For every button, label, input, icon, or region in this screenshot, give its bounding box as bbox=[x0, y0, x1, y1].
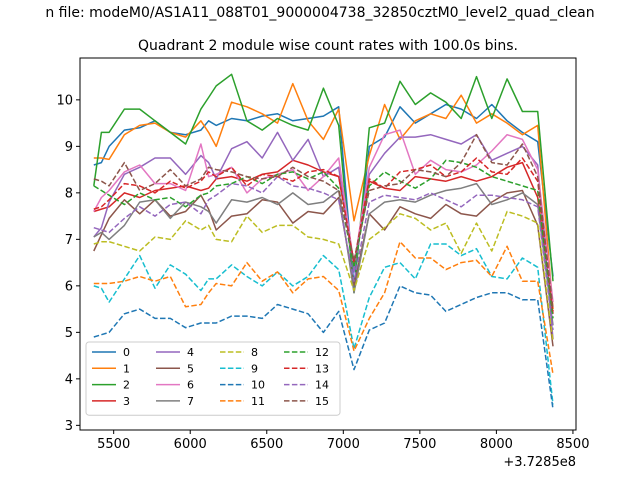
y-tick-label: 10 bbox=[56, 93, 73, 108]
series-line-12 bbox=[93, 159, 554, 319]
series-line-3 bbox=[93, 159, 554, 314]
legend-label-7: 7 bbox=[187, 395, 194, 408]
x-tick-label: 7500 bbox=[403, 437, 436, 452]
legend-label-13: 13 bbox=[315, 362, 329, 375]
x-tick-label: 8500 bbox=[556, 437, 589, 452]
x-tick-label: 7000 bbox=[327, 437, 360, 452]
y-tick-label: 3 bbox=[65, 419, 73, 434]
legend-label-11: 11 bbox=[251, 395, 265, 408]
y-tick-label: 5 bbox=[65, 326, 73, 341]
legend-label-0: 0 bbox=[123, 346, 130, 359]
series-line-9 bbox=[93, 243, 554, 405]
series-line-1 bbox=[93, 82, 554, 310]
chart-title: Quadrant 2 module wise count rates with … bbox=[138, 38, 518, 54]
legend-label-15: 15 bbox=[315, 395, 329, 408]
legend-label-14: 14 bbox=[315, 379, 329, 392]
legend-label-6: 6 bbox=[187, 379, 194, 392]
legend-label-5: 5 bbox=[187, 362, 194, 375]
x-tick-label: 6000 bbox=[174, 437, 207, 452]
x-tick-label: 8000 bbox=[480, 437, 513, 452]
series-line-4 bbox=[93, 131, 554, 340]
y-tick-label: 9 bbox=[65, 140, 73, 155]
y-tick-label: 7 bbox=[65, 233, 73, 248]
y-tick-label: 4 bbox=[65, 372, 73, 387]
series-layer bbox=[93, 73, 554, 410]
series-line-10 bbox=[93, 285, 554, 410]
super-title: n file: modeM0/AS1A11_088T01_9000004738_… bbox=[45, 5, 594, 21]
legend-frame bbox=[85, 341, 341, 416]
series-line-6 bbox=[93, 129, 554, 303]
legend-label-12: 12 bbox=[315, 346, 329, 359]
series-line-15 bbox=[93, 133, 554, 310]
legend-label-4: 4 bbox=[187, 346, 194, 359]
y-tick-label: 6 bbox=[65, 279, 73, 294]
legend-label-1: 1 bbox=[123, 362, 130, 375]
series-line-2 bbox=[93, 73, 554, 294]
series-line-7 bbox=[93, 182, 554, 326]
series-line-8 bbox=[93, 210, 554, 342]
plot-frame bbox=[79, 57, 577, 431]
legend-label-2: 2 bbox=[123, 379, 130, 392]
series-line-13 bbox=[93, 157, 554, 312]
legend-label-10: 10 bbox=[251, 379, 265, 392]
x-tick-label: 6500 bbox=[250, 437, 283, 452]
x-tick-label: 5500 bbox=[97, 437, 130, 452]
legend-label-9: 9 bbox=[251, 362, 258, 375]
legend-label-3: 3 bbox=[123, 395, 130, 408]
legend-label-8: 8 bbox=[251, 346, 258, 359]
series-line-11 bbox=[93, 240, 554, 375]
x-offset-label: +3.7285e8 bbox=[503, 455, 576, 470]
y-tick-label: 8 bbox=[65, 186, 73, 201]
series-line-14 bbox=[93, 175, 554, 331]
